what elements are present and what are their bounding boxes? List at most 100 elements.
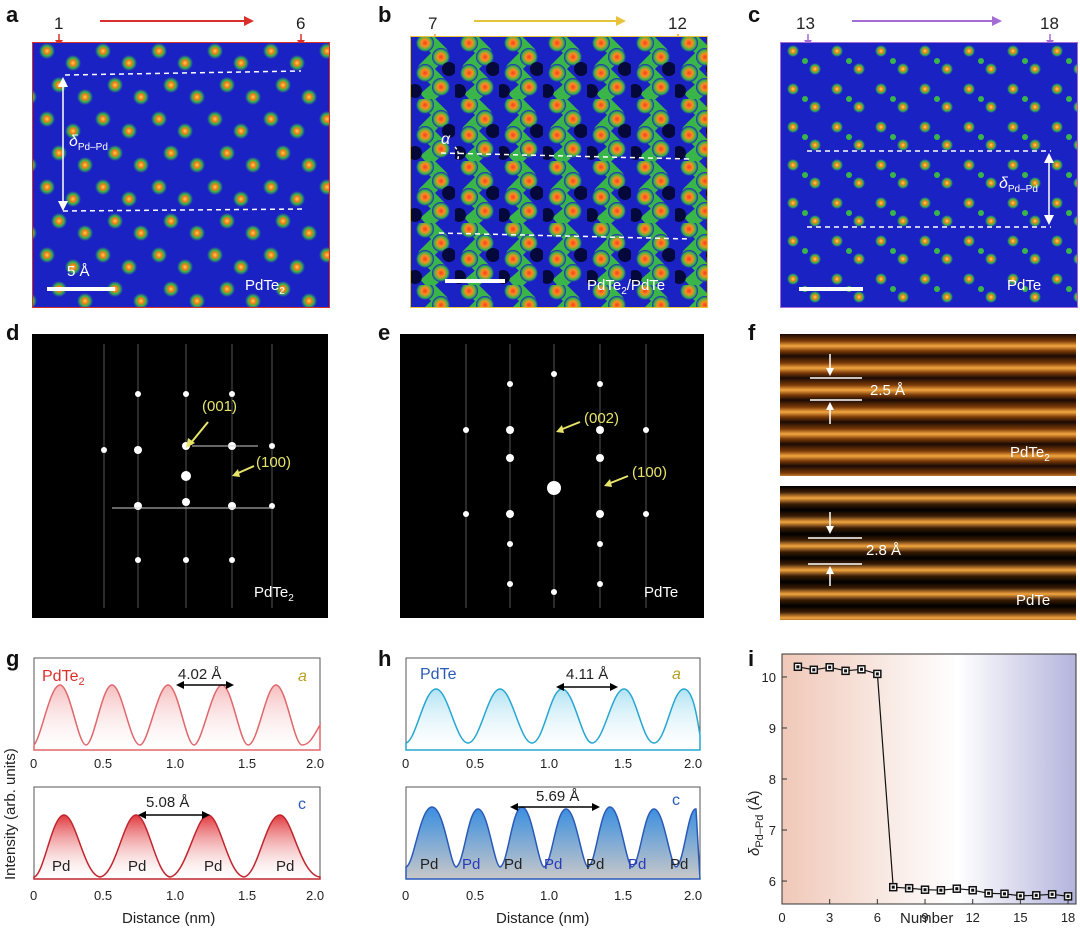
delta-sub-a: Pd–Pd [77,142,108,154]
spot-label-d2: (100) [256,454,292,471]
distance-label-h-top: 4.11 Å [566,666,609,683]
direction-arrow-c [804,16,1054,45]
formula-c: PdTe [1007,277,1042,294]
data-point-core-i [1002,892,1006,896]
atom-index-start-c: 13 [796,14,815,33]
y-tick-label-i: 10 [762,670,776,685]
formula-b-sub: 2 [621,286,627,297]
data-point-core-i [1066,894,1070,898]
stem-image-c: δPd–Pd PdTe [780,42,1078,308]
scale-bar-a [47,287,115,291]
plot-title-g-text: PdTe [42,668,79,685]
profile-plot-h [405,657,701,880]
tag-g-top: a [298,668,307,685]
atom-index-end-b: 12 [668,14,687,33]
data-point-core-i [859,667,863,671]
distance-label-g-bottom: 5.08 Å [146,794,190,811]
panel-label-g: g [6,646,20,671]
spot-label-d1: (001) [202,398,238,415]
data-point-core-i [796,665,800,669]
spacing-label-f-bottom: 2.8 Å [866,542,902,559]
atom-label-g-4: Pd [276,858,295,875]
x-tick-h-top-1: 0.5 [466,756,485,771]
formula-b-text: PdTe [587,277,622,294]
panel-label-b: b [378,2,392,27]
fft-image-d: (001) (100) PdTe2 [32,334,328,618]
delta-chart-i: 6 7 8 9 10 0 3 6 9 12 15 18 [762,653,1077,925]
x-tick-h-bottom-2: 1.0 [540,888,559,903]
x-tick-h-bottom-3: 1.5 [614,888,633,903]
x-tick-label-i: 0 [778,910,785,925]
data-point-core-i [939,888,943,892]
atom-label-h-1: Pd [420,856,439,873]
delta-symbol-c: δ [999,175,1008,192]
fft-spots-e [463,344,649,608]
data-point-core-i [828,665,832,669]
formula-a: PdTe2 [245,277,285,297]
x-tick-h-top-2: 1.0 [540,756,559,771]
panel-label-a: a [6,2,19,27]
direction-arrow-a [55,16,305,45]
data-point-core-i [1034,893,1038,897]
delta-sub-c: Pd–Pd [1007,184,1038,196]
distance-label-g-top: 4.02 Å [178,666,222,683]
atom-label-g-2: Pd [128,858,147,875]
x-tick-h-top-3: 1.5 [614,756,633,771]
stem-atoms-b [411,37,707,307]
stem-atoms-c [781,43,1077,307]
formula-d-sub: 2 [288,593,294,604]
x-tick-g-top-1: 0.5 [94,756,113,771]
atom-index-start-a: 1 [54,14,64,33]
x-tick-g-bottom-3: 1.5 [238,888,257,903]
panel-label-c: c [748,2,761,27]
fft-spots-d [101,344,275,608]
plot-area-i [781,653,1077,905]
atom-index-end-a: 6 [296,14,306,33]
y-tick-label-i: 7 [769,823,776,838]
atom-label-h-4: Pd [544,856,563,873]
alpha-label-b: α [441,131,451,148]
data-point-core-i [971,888,975,892]
delta-symbol-a: δ [69,133,78,150]
formula-a-text: PdTe [245,277,280,294]
spacing-marker-f-top [810,354,862,424]
y-tick-label-i: 8 [769,772,776,787]
spot-label-e2: (100) [632,464,668,481]
x-tick-h-bottom-1: 0.5 [466,888,485,903]
x-tick-label-i: 12 [965,910,979,925]
spot-label-e1: (002) [584,410,620,427]
x-tick-g-top-3: 1.5 [238,756,257,771]
x-tick-g-bottom-0: 0 [30,888,38,903]
spacing-label-f-top: 2.5 Å [870,382,906,399]
formula-d-text: PdTe [254,584,289,601]
x-tick-label-i: 9 [921,910,928,925]
data-point-core-i [955,887,959,891]
x-tick-h-top-0: 0 [402,756,410,771]
plot-title-g: PdTe2 [42,668,85,688]
x-tick-label-i: 18 [1061,910,1075,925]
x-axis-title-h: Distance (nm) [496,910,590,927]
data-point-core-i [1050,892,1054,896]
data-point-core-i [1018,894,1022,898]
x-tick-g-top-0: 0 [30,756,38,771]
atom-label-g-3: Pd [204,858,223,875]
line-profile-image-f-bottom: 2.8 Å PdTe [780,486,1076,620]
atom-label-h-2: Pd [462,856,481,873]
x-tick-g-top-4: 2.0 [306,756,325,771]
formula-f-top: PdTe2 [1010,444,1050,464]
panel-label-i: i [748,646,755,671]
stem-image-a: δPd–Pd 5 Å PdTe2 [32,42,330,308]
atom-label-g-1: Pd [52,858,71,875]
x-axis-title-i: Number [900,910,954,927]
panel-label-e: e [378,320,391,345]
atom-label-h-6: Pd [628,856,647,873]
tag-h-bottom: c [672,792,680,809]
y-tick-label-i: 9 [769,721,776,736]
x-tick-label-i: 3 [826,910,833,925]
panel-label-d: d [6,320,20,345]
formula-f-top-text: PdTe [1010,444,1045,461]
tag-h-top: a [672,666,681,683]
profile-plot-g [33,657,321,880]
formula-b: PdTe2/PdTe [587,277,665,297]
stem-atoms-a [33,43,329,307]
